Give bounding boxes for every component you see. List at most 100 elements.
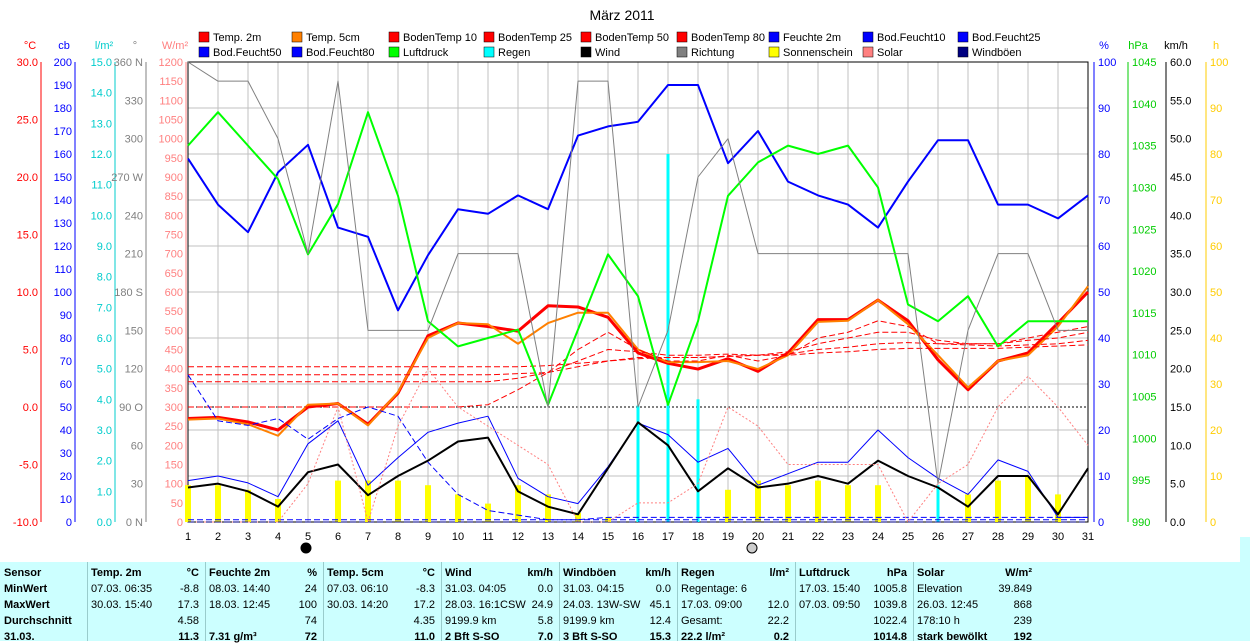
stats-row: 07.03. 09:50 1039.8 xyxy=(795,599,913,612)
stats-row: 4.35 xyxy=(323,615,441,628)
axis-tick-left: 7.0 xyxy=(97,302,112,314)
stats-row: 24.03. 13W-SW 45.1 xyxy=(559,599,677,612)
stats-divider xyxy=(205,562,206,641)
stats-row: Solar W/m² xyxy=(913,567,1038,580)
stats-row: Windböen km/h xyxy=(559,567,677,580)
legend-label: Temp. 5cm xyxy=(306,32,360,44)
x-tick-label: 2 xyxy=(215,531,221,543)
series-line-bodentemp-80 xyxy=(188,344,1089,368)
stats-label: Gesamt: xyxy=(681,615,723,627)
stats-row: 18.03. 12:45 100 xyxy=(205,599,323,612)
sunshine-bar xyxy=(365,480,371,522)
axis-label-right: h xyxy=(1213,40,1219,52)
x-tick-label: 8 xyxy=(395,531,401,543)
stats-value: 72 xyxy=(304,631,317,643)
legend-label: Sonnenschein xyxy=(783,47,853,59)
stats-row: 74 xyxy=(205,615,323,628)
legend-swatch xyxy=(957,46,969,58)
axis-tick-left: 850 xyxy=(165,191,183,203)
stats-label: Durchschnitt xyxy=(4,615,72,627)
axis-tick-left: 60 xyxy=(60,379,72,391)
x-tick-label: 27 xyxy=(962,531,974,543)
axis-tick-right: 10 xyxy=(1098,471,1110,483)
axis-tick-left: 330 xyxy=(125,95,143,107)
stats-value: 17.3 xyxy=(177,599,199,611)
legend-swatch xyxy=(198,46,210,58)
stats-label: 31.03. 04:15 xyxy=(563,583,625,595)
sunshine-bar xyxy=(185,485,191,522)
stats-row: Feuchte 2m% xyxy=(205,567,323,580)
axis-tick-left: 300 xyxy=(165,402,183,414)
stats-label: 31.03. xyxy=(4,631,35,643)
stats-row: Temp. 2m °C xyxy=(87,567,205,580)
axis-tick-right: 0 xyxy=(1210,517,1216,529)
stats-row: Regen l/m² xyxy=(677,567,795,580)
stats-value: 12.0 xyxy=(767,599,789,611)
sunshine-bar xyxy=(815,480,821,522)
sunshine-bar xyxy=(965,494,971,522)
stats-value: 100 xyxy=(298,599,317,611)
axis-tick-right: 20 xyxy=(1210,425,1222,437)
axis-tick-right: 40 xyxy=(1098,333,1110,345)
axis-tick-left: 13.0 xyxy=(91,118,112,130)
x-tick-label: 6 xyxy=(335,531,341,543)
axis-tick-left: 10.0 xyxy=(91,210,112,222)
stats-label: 31.03. 04:05 xyxy=(445,583,507,595)
legend-swatch xyxy=(676,31,688,43)
legend-label: BodenTemp 80 xyxy=(691,32,765,44)
axis-tick-left: 10 xyxy=(60,494,72,506)
stats-row: Gesamt: 22.2 xyxy=(677,615,795,628)
axis-tick-right: 60.0 xyxy=(1170,57,1191,69)
axis-tick-left: 150 xyxy=(165,460,183,472)
axis-tick-right: 70 xyxy=(1098,195,1110,207)
axis-tick-left: 110 xyxy=(54,264,72,276)
stats-row: 28.03. 16:1CSW 24.9 xyxy=(441,599,559,612)
stats-row: 11.0 xyxy=(323,631,441,644)
stats-value: 11.3 xyxy=(178,631,199,643)
axis-tick-left: 30 xyxy=(131,479,143,491)
x-tick-label: 23 xyxy=(842,531,854,543)
x-tick-label: 30 xyxy=(1052,531,1064,543)
stats-label: 17.03. 15:40 xyxy=(799,583,861,595)
x-tick-label: 19 xyxy=(722,531,734,543)
stats-row: 17.03. 15:40 1005.8 xyxy=(795,583,913,596)
stats-value: 7.0 xyxy=(537,631,553,643)
stats-value: 12.4 xyxy=(649,615,671,627)
legend-swatch xyxy=(388,31,400,43)
axis-tick-left: 200 xyxy=(165,440,183,452)
axis-tick-left: 15.0 xyxy=(17,230,38,242)
x-tick-label: 25 xyxy=(902,531,914,543)
legend-label: Richtung xyxy=(691,47,734,59)
axis-tick-left: 240 xyxy=(125,210,143,222)
stats-row: Regentage: 6 xyxy=(677,583,795,596)
legend-label: Bod.Feucht50 xyxy=(213,47,282,59)
stats-row: Wind km/h xyxy=(441,567,559,580)
sunshine-bar xyxy=(785,485,791,522)
stats-value: 1022.4 xyxy=(873,615,907,627)
rain-bar xyxy=(636,405,640,522)
weather-chart: 1 2 3 4 5 6 7 8 9 10 11 12 13 14 15 16 17 18 19 20 21 22 23 24 2… xyxy=(13,7,1228,554)
stats-label: Solar xyxy=(917,567,945,579)
x-tick-label: 10 xyxy=(452,531,464,543)
sunshine-bar xyxy=(995,480,1001,522)
legend-label: Feuchte 2m xyxy=(783,32,841,44)
axis-tick-left: 6.0 xyxy=(97,333,112,345)
stats-label: Luftdruck xyxy=(799,567,850,579)
stats-label: 26.03. 12:45 xyxy=(917,599,979,611)
legend-label: BodenTemp 10 xyxy=(403,32,477,44)
stats-column: Wind km/h 31.03. 04:05 0.0 28.03. 16:1CSW 24.… xyxy=(441,562,559,643)
stats-column: Windböen km/h 31.03. 04:15 0.0 24.03. 13W-SW… xyxy=(559,562,677,643)
stats-column: Regen l/m² Regentage: 6 17.03. 09:00 12.0 Ges… xyxy=(677,562,795,643)
legend-label: Temp. 2m xyxy=(213,32,261,44)
axis-tick-left: 11.0 xyxy=(91,180,112,192)
legend-label: Solar xyxy=(877,47,903,59)
stats-value: hPa xyxy=(886,567,907,579)
axis-tick-left: 3.0 xyxy=(97,425,112,437)
stats-value: 17.2 xyxy=(413,599,435,611)
axis-tick-right: 1000 xyxy=(1132,433,1156,445)
stats-value: 0.2 xyxy=(773,631,789,643)
series-line-bod-feucht25 xyxy=(187,374,1088,521)
x-tick-label: 13 xyxy=(542,531,554,543)
stats-label: MinWert xyxy=(4,583,48,595)
axis-tick-left: 400 xyxy=(165,364,183,376)
